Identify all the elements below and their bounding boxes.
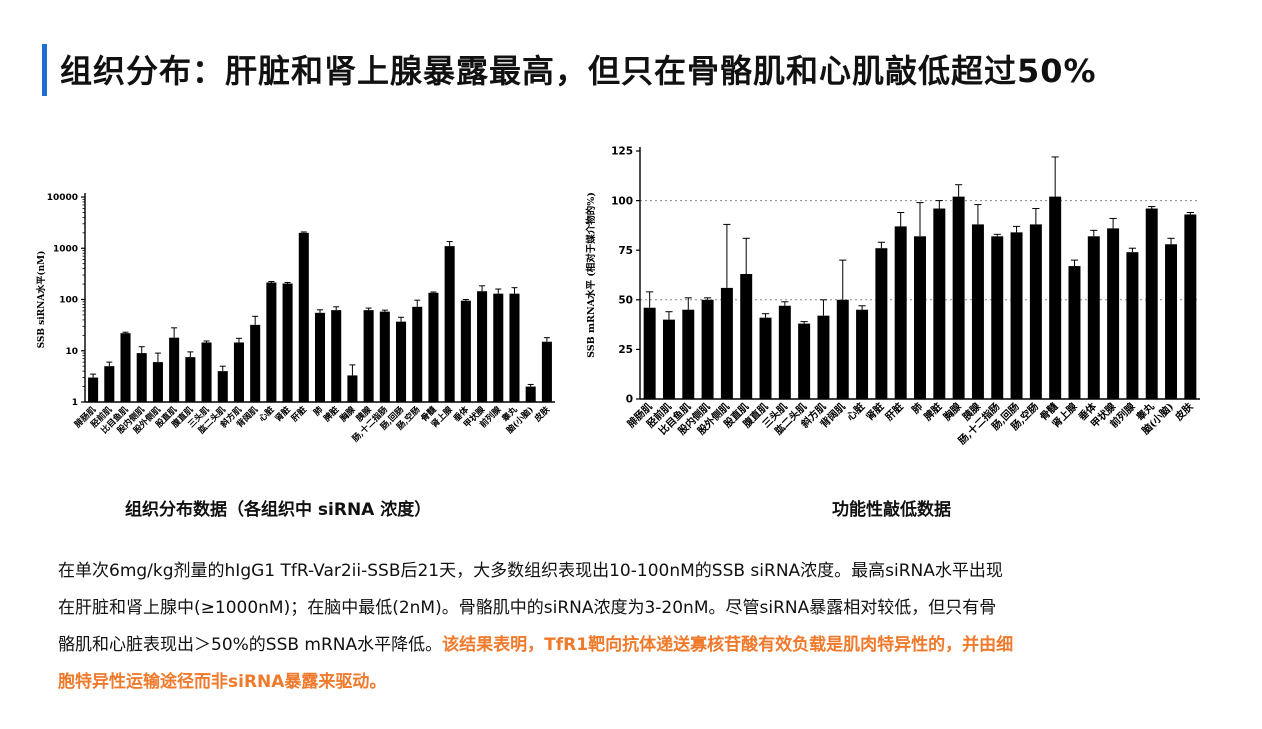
bar-睾丸 — [509, 293, 520, 402]
bar-心脏 — [266, 282, 277, 402]
bar-胫前肌 — [662, 319, 675, 399]
bar-股直肌 — [169, 337, 180, 402]
y-tick-label: 1 — [72, 398, 78, 408]
bar-肾脏 — [875, 248, 888, 399]
bar-前列腺 — [493, 293, 504, 402]
bar-腓肠肌 — [643, 307, 656, 399]
bar-腹直肌 — [759, 317, 772, 399]
bar-三头肌 — [201, 342, 212, 402]
bar-脾脏 — [331, 310, 342, 402]
bar-股外侧肌 — [152, 362, 163, 402]
bar-斜方肌 — [233, 342, 244, 402]
x-tick-label: 皮肤 — [1171, 399, 1196, 424]
bar-皮肤 — [1184, 214, 1197, 399]
bar-甲状腺 — [477, 291, 488, 402]
y-tick-label: 0 — [626, 394, 633, 406]
bar-股外侧肌 — [720, 287, 733, 399]
summary-line-1: 在单次6mg/kg剂量的hIgG1 TfR-Var2ii-SSB后21天，大多数… — [58, 561, 1003, 581]
y-tick-label: 100 — [611, 195, 633, 207]
x-tick-label: 心脏 — [844, 400, 867, 423]
bar-脑(小脑) — [525, 386, 536, 402]
bar-肱二头肌 — [798, 323, 811, 399]
bar-胰腺 — [363, 310, 374, 402]
x-tick-label: 肝脏 — [882, 400, 905, 423]
summary-line-2: 在肝脏和肾上腺中(≥1000nM)；在脑中最低(2nM)。骨骼肌中的siRNA浓… — [58, 598, 997, 618]
page-title: 组织分布：肝脏和肾上腺暴露最高，但只在骨骼肌和心肌敲低超过50% — [60, 52, 1097, 90]
bar-脑(小脑) — [1165, 244, 1178, 399]
bar-肠,空肠 — [1029, 224, 1042, 399]
y-tick-label: 50 — [618, 294, 633, 306]
bar-胸腺 — [347, 375, 358, 402]
bar-斜方肌 — [817, 315, 830, 399]
bar-胰腺 — [971, 224, 984, 399]
summary-paragraph: 在单次6mg/kg剂量的hIgG1 TfR-Var2ii-SSB后21天，大多数… — [58, 553, 1218, 701]
summary-line-3: 骼肌和心脏表现出＞50%的SSB mRNA水平降低。该结果表明，TfR1靶向抗体… — [58, 627, 1218, 664]
bar-股内侧肌 — [701, 299, 714, 399]
bar-肝脏 — [298, 232, 309, 402]
y-tick-label: 25 — [618, 344, 633, 356]
right-chart-caption: 功能性敲低数据 — [832, 500, 951, 520]
bar-肠,回肠 — [1010, 232, 1023, 399]
bar-肺 — [914, 236, 926, 399]
x-tick-label: 皮肤 — [532, 404, 553, 425]
bar-比目鱼肌 — [120, 333, 131, 402]
bar-肝脏 — [894, 226, 907, 399]
bar-垂体 — [1087, 236, 1100, 399]
bar-比目鱼肌 — [682, 309, 695, 399]
y-axis-label: SSB siRNA水平(nM) — [35, 251, 47, 349]
bar-骨髓 — [1049, 196, 1062, 399]
bar-脾脏 — [933, 208, 946, 399]
x-tick-label: 胸腺 — [940, 399, 964, 423]
bar-骨髓 — [428, 292, 439, 402]
title-accent-bar — [42, 44, 47, 96]
y-tick-label: 75 — [618, 245, 633, 257]
bar-肺 — [314, 312, 326, 402]
bar-肾上腺 — [1068, 266, 1081, 399]
bar-胸腺 — [952, 196, 965, 399]
bar-肾脏 — [282, 283, 293, 402]
conclusion-highlight-1: 该结果表明，TfR1靶向抗体递送寡核苷酸有效负载是肌肉特异性的，并由细 — [442, 635, 1014, 655]
x-tick-label: 肾脏 — [273, 404, 293, 424]
bar-背阔肌 — [836, 299, 849, 399]
x-tick-label: 脾脏 — [321, 404, 342, 425]
summary-line-3-text: 骼肌和心脏表现出＞50%的SSB mRNA水平降低。 — [58, 635, 443, 655]
bar-三头肌 — [778, 305, 791, 399]
bar-垂体 — [460, 300, 471, 402]
bar-腹直肌 — [185, 357, 196, 402]
bar-心脏 — [856, 309, 869, 399]
bar-肠,十二指肠 — [991, 236, 1004, 399]
bar-睾丸 — [1145, 208, 1158, 399]
left-chart-caption: 组织分布数据（各组织中 siRNA 浓度） — [125, 500, 432, 520]
bar-前列腺 — [1126, 252, 1139, 399]
conclusion-highlight-2: 胞特异性运输途径而非siRNA暴露来驱动。 — [58, 672, 387, 692]
x-tick-label: 胸腺 — [338, 404, 358, 424]
y-tick-label: 125 — [611, 146, 633, 158]
bar-股直肌 — [740, 274, 753, 399]
bar-肱二头肌 — [217, 371, 228, 402]
bar-肾上腺 — [444, 246, 455, 402]
bar-肠,空肠 — [412, 306, 423, 402]
bar-腓肠肌 — [88, 377, 99, 402]
x-tick-label: 脾脏 — [921, 400, 944, 423]
y-axis-label: SSB mRNA水平 (相对于媒介物的%) — [585, 192, 597, 358]
y-tick-label: 10 — [65, 347, 78, 357]
x-tick-label: 肝脏 — [289, 404, 309, 424]
x-tick-label: 心脏 — [257, 404, 277, 424]
x-tick-label: 肾脏 — [863, 400, 886, 423]
y-tick-label: 10000 — [47, 193, 78, 203]
bar-背阔肌 — [250, 324, 261, 402]
bar-甲状腺 — [1107, 228, 1120, 399]
bar-股内侧肌 — [136, 353, 147, 402]
y-tick-label: 1000 — [53, 244, 78, 254]
bar-肠,回肠 — [396, 321, 407, 402]
bar-肠,十二指肠 — [379, 311, 390, 402]
bar-胫前肌 — [104, 366, 115, 402]
y-tick-label: 100 — [59, 296, 78, 306]
bar-皮肤 — [541, 341, 552, 402]
x-tick-label: 肺 — [909, 400, 925, 416]
